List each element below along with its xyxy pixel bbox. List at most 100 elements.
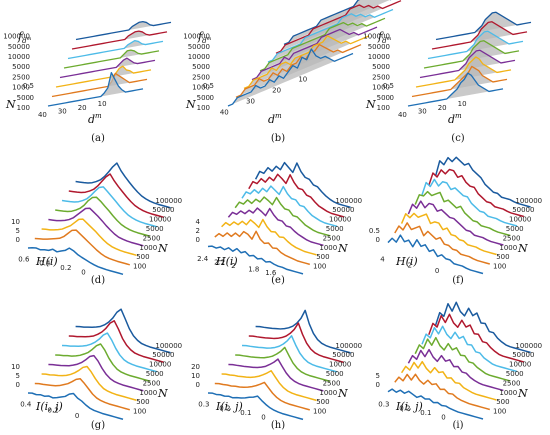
x-tick-label: 0.4: [20, 401, 32, 409]
x-tick-label: 10: [298, 76, 307, 84]
x-tick-label: 0.1: [240, 409, 251, 417]
panel-f: 42000.5100500100025005000100005000010000…: [369, 156, 542, 286]
depth-label-10000: 10000: [509, 361, 531, 369]
series-line-2500: [48, 354, 144, 392]
series-shade-2500: [420, 50, 515, 78]
series-shade-100: [228, 49, 353, 106]
series-line-2500: [48, 207, 144, 247]
depth-label-500: 500: [17, 94, 30, 102]
series-line-10000: [267, 8, 394, 63]
series-line-500: [411, 65, 508, 98]
x-tick-label: 10: [98, 100, 107, 108]
depth-axis-label: N: [185, 98, 196, 111]
x-axis-label: H(i): [215, 255, 238, 268]
depth-label-2500: 2500: [323, 234, 341, 242]
series-line-5000: [55, 196, 151, 238]
series-shade-100: [408, 73, 503, 106]
series-shade-5000: [64, 50, 159, 68]
series-shade-10000: [428, 31, 523, 59]
series-line-50000: [248, 173, 345, 218]
x-tick-label: 30: [418, 107, 427, 115]
y-tick-label: 0: [376, 236, 380, 244]
depth-label-5000: 5000: [12, 63, 30, 71]
y-tick-label: 0: [16, 381, 20, 389]
series-shade-100000: [76, 21, 171, 40]
depth-label-10000: 10000: [188, 53, 210, 61]
series-line-500: [34, 229, 131, 266]
depth-label-100000: 100000: [515, 342, 542, 350]
x-axis-label: I(i, j): [395, 400, 423, 413]
x-tick-label: 40: [220, 109, 229, 117]
depth-axis-label: N: [5, 98, 16, 111]
depth-axis-label: N: [157, 242, 168, 255]
series-line-1000: [243, 35, 370, 89]
series-line-1000: [221, 369, 317, 402]
depth-label-1000: 1000: [319, 244, 337, 252]
depth-label-100: 100: [377, 104, 390, 112]
depth-label-50000: 50000: [332, 351, 354, 359]
series-line-1000: [415, 56, 512, 88]
series-line-100: [207, 392, 304, 421]
panel-a: 40 30 20 1000.51005001000250050001000050000…: [3, 20, 172, 144]
depth-label-100000: 100000: [335, 342, 362, 350]
series-shade-2500: [60, 58, 155, 78]
depth-label-5000: 5000: [372, 63, 390, 71]
x-tick-label: 0: [81, 268, 85, 276]
series-line-500: [235, 43, 362, 98]
depth-label-5000: 5000: [146, 225, 164, 233]
series-shade-50000: [276, 0, 401, 54]
series-line-100: [407, 72, 504, 107]
depth-label-10000: 10000: [8, 53, 30, 61]
panel-label: (h): [271, 420, 285, 431]
panel-e: 2.4 2.2 2 1.8 1.6024100500100025005000100005…: [196, 161, 362, 286]
series-line-5000: [414, 190, 511, 237]
y-tick-label: 0: [196, 381, 200, 389]
series-line-50000: [68, 320, 165, 363]
series-line-50000: [71, 30, 168, 50]
depth-label-2500: 2500: [323, 379, 341, 387]
series-line-500: [394, 222, 491, 265]
series-line-2500: [419, 49, 516, 79]
x-tick-label: 2: [231, 262, 235, 270]
series-line-100000: [75, 162, 171, 209]
depth-label-50000: 50000: [512, 206, 534, 214]
series-line-1000: [221, 218, 317, 256]
panel-label: (i): [452, 420, 463, 431]
depth-label-500: 500: [316, 398, 329, 406]
series-line-500: [34, 378, 131, 411]
x-tick-label: 0.2: [399, 405, 410, 413]
series-line-100000: [75, 20, 172, 41]
depth-label-500: 500: [136, 398, 149, 406]
series-line-100000: [435, 11, 532, 41]
depth-axis-label: N: [337, 242, 348, 255]
y-tick-label: 0: [210, 94, 214, 102]
x-tick-label: 2.2: [214, 259, 225, 267]
series-line-2500: [59, 57, 156, 79]
depth-label-100000: 100000: [335, 197, 362, 205]
series-line-100: [27, 392, 124, 420]
series-line-10000: [427, 30, 524, 60]
depth-label-5000: 5000: [506, 225, 524, 233]
x-tick-label: 0.1: [420, 409, 431, 417]
depth-label-1000: 1000: [192, 84, 210, 92]
y-tick-label: 10: [191, 372, 200, 380]
depth-axis-label: N: [365, 98, 376, 111]
series-shade-1000: [56, 66, 151, 87]
depth-label-50000: 50000: [368, 43, 390, 51]
series-line-100000: [75, 308, 171, 354]
series-line-100: [207, 245, 304, 275]
depth-label-2500: 2500: [372, 73, 390, 81]
panel-g: 0.40.20051010050010002500500010000500001…: [11, 308, 182, 431]
series-line-500: [214, 230, 311, 266]
depth-axis-label: N: [517, 242, 528, 255]
depth-label-500: 500: [197, 94, 210, 102]
depth-label-50000: 50000: [152, 351, 174, 359]
depth-label-100000: 100000: [155, 197, 182, 205]
panel-b: 4030201000.51005001000250050001000050000…: [183, 0, 402, 144]
series-line-500: [394, 373, 491, 411]
depth-label-5000: 5000: [326, 370, 344, 378]
y-tick-label: 0: [376, 381, 380, 389]
series-shade-50000: [432, 21, 527, 49]
depth-label-100000: 100000: [183, 33, 210, 41]
series-line-1000: [400, 212, 497, 256]
